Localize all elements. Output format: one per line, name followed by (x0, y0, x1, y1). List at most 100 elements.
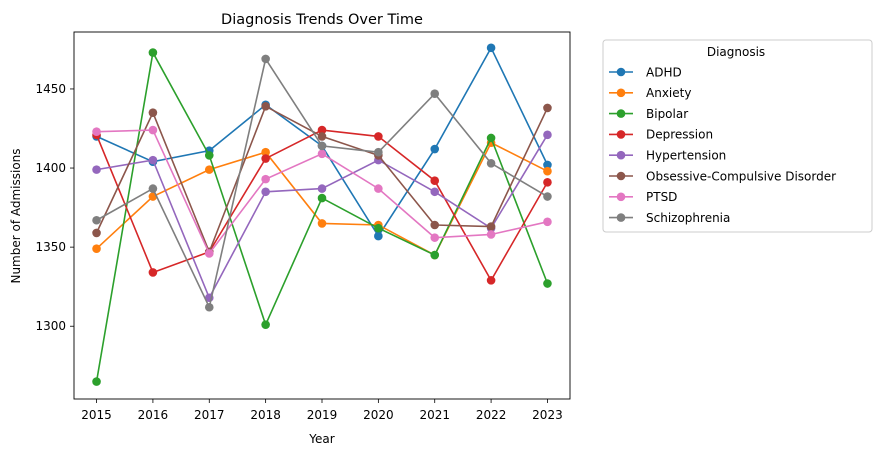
legend-marker (616, 171, 626, 181)
x-tick-label: 2017 (194, 408, 225, 422)
data-point (374, 147, 383, 157)
legend-label: Schizophrenia (646, 211, 730, 225)
series-layer (92, 43, 552, 386)
x-tick-label: 2020 (363, 408, 394, 422)
data-point (261, 320, 270, 329)
data-point (261, 102, 270, 111)
y-axis-label: Number of Admissions (9, 148, 23, 283)
legend-entry: Schizophrenia (609, 211, 730, 225)
chart-title: Diagnosis Trends Over Time (221, 12, 423, 28)
data-point (486, 230, 496, 239)
legend-label: Obsessive-Compulsive Disorder (646, 169, 836, 183)
data-point (543, 177, 552, 187)
data-point (486, 133, 496, 143)
data-point (543, 160, 552, 170)
data-point (92, 228, 101, 238)
data-point (148, 48, 158, 57)
series-6 (92, 125, 552, 258)
data-point (317, 219, 327, 228)
legend: Diagnosis ADHD Anxiety Bipolar Depression Hy… (602, 39, 873, 233)
legend-entry: Hypertension (609, 149, 726, 163)
legend-marker (616, 109, 626, 118)
data-point (261, 147, 270, 157)
data-point (204, 302, 214, 312)
data-point (374, 231, 383, 241)
data-point (486, 222, 496, 231)
data-point (430, 220, 440, 230)
data-point (317, 184, 327, 193)
series-2 (92, 48, 552, 386)
legend-marker (616, 192, 626, 202)
data-point (317, 125, 327, 135)
data-point (374, 223, 383, 233)
legend-entry: PTSD (609, 190, 677, 204)
y-tick-label: 1350 (35, 240, 66, 254)
data-point (92, 244, 101, 254)
data-point (486, 276, 496, 285)
y-tick-label: 1450 (35, 82, 66, 96)
x-tick-label: 2022 (476, 408, 507, 422)
x-tick-label: 2015 (81, 408, 112, 422)
data-point (261, 187, 270, 197)
data-point (204, 151, 214, 160)
data-point (204, 249, 214, 258)
series-3 (92, 125, 552, 285)
legend-title: Diagnosis (707, 45, 765, 59)
x-tick-label: 2021 (419, 408, 450, 422)
data-point (261, 174, 270, 184)
legend-entry: Depression (609, 128, 713, 142)
legend-marker (616, 150, 626, 160)
legend-label: Bipolar (646, 107, 688, 121)
x-axis: 2015 2016 2017 2018 2019 2020 2021 2022 2023 (81, 399, 563, 422)
data-point (317, 132, 327, 141)
data-point (374, 184, 383, 193)
data-point (92, 215, 101, 225)
series-line (95, 50, 549, 382)
data-point (430, 250, 440, 260)
x-tick-label: 2023 (532, 408, 563, 422)
legend-label: Anxiety (646, 86, 691, 100)
data-point (317, 149, 327, 159)
data-point (430, 233, 440, 242)
data-point (430, 187, 440, 197)
data-point (543, 130, 552, 140)
data-point (543, 166, 552, 176)
series-7 (92, 54, 552, 312)
x-axis-label: Year (308, 432, 334, 446)
data-point (92, 165, 101, 174)
x-tick-label: 2018 (250, 408, 281, 422)
data-point (543, 103, 552, 113)
y-axis: 1300 1350 1400 1450 (35, 82, 74, 333)
data-point (543, 192, 552, 201)
data-point (486, 43, 496, 53)
data-point (430, 144, 440, 154)
series-line (96, 56, 548, 310)
data-point (148, 184, 158, 193)
legend-entry: Obsessive-Compulsive Disorder (609, 169, 836, 183)
data-point (148, 125, 158, 135)
legend-entry: ADHD (609, 65, 682, 79)
data-point (92, 127, 101, 136)
legend-entry: Anxiety (609, 86, 691, 100)
legend-label: PTSD (646, 190, 677, 204)
legend-box (602, 39, 873, 233)
legend-entry: Bipolar (609, 107, 688, 121)
data-point (543, 217, 552, 227)
legend-marker (616, 213, 626, 222)
data-point (204, 165, 214, 174)
data-point (148, 155, 158, 165)
legend-label: Depression (646, 128, 713, 142)
legend-marker (616, 130, 626, 139)
data-point (430, 89, 440, 98)
legend-label: Hypertension (646, 149, 726, 163)
data-point (317, 141, 327, 151)
data-point (486, 158, 496, 168)
data-point (374, 132, 383, 141)
data-point (317, 193, 327, 203)
y-tick-label: 1300 (35, 319, 66, 333)
data-point (543, 279, 552, 288)
data-point (148, 268, 158, 277)
data-point (92, 377, 101, 386)
legend-entries: ADHD Anxiety Bipolar Depression Hypertension… (609, 65, 836, 225)
